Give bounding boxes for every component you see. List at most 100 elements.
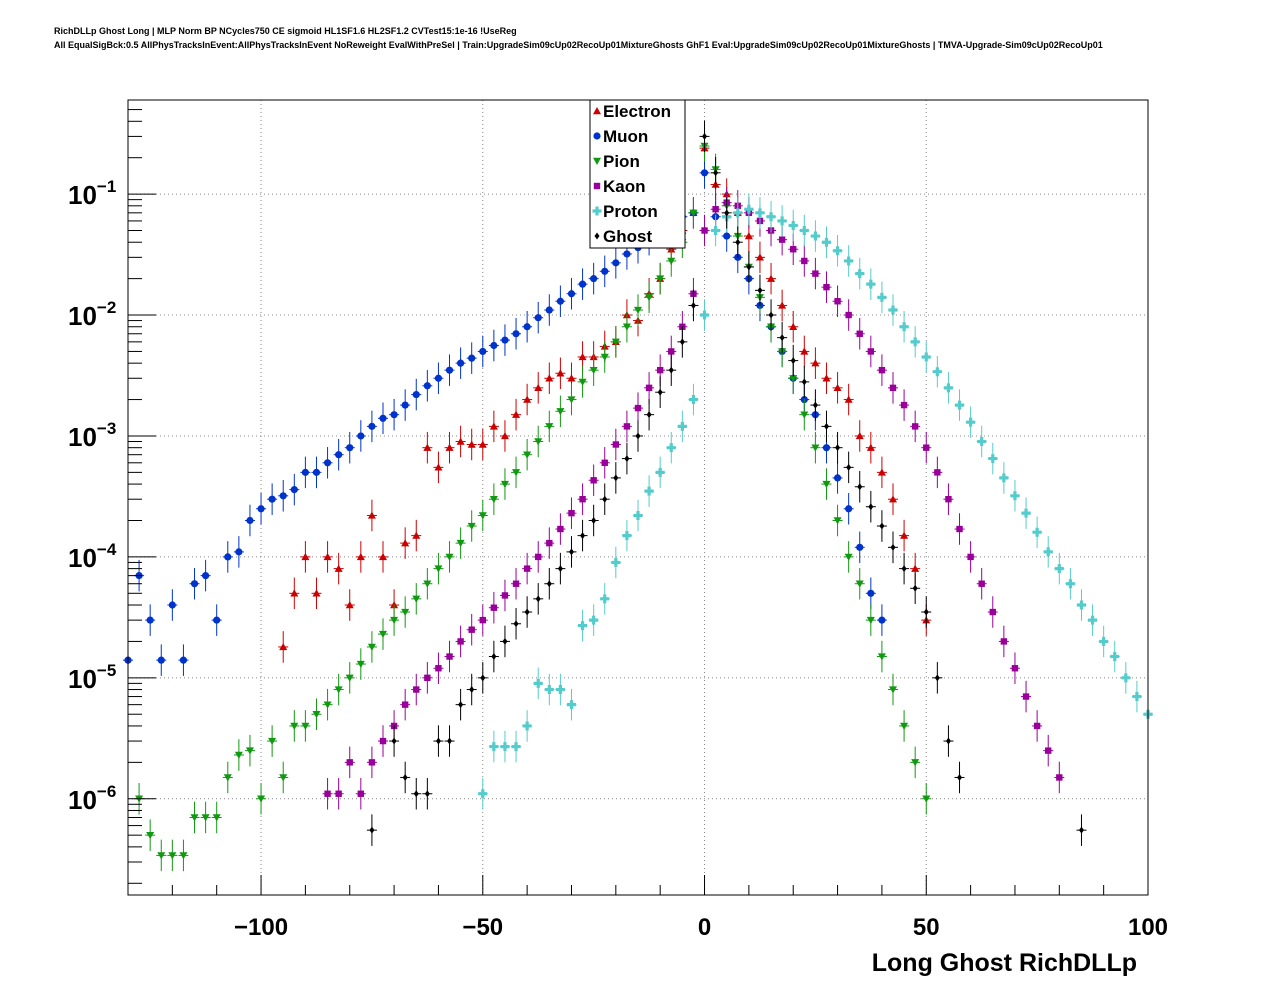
data-point (457, 638, 464, 645)
data-point (622, 531, 632, 541)
data-point (702, 132, 708, 140)
data-point (257, 795, 266, 803)
data-point (356, 552, 365, 561)
data-point (622, 323, 631, 331)
data-point (447, 737, 453, 745)
y-tick-label: 10−2 (68, 298, 116, 331)
data-point (512, 469, 521, 477)
data-point (866, 443, 875, 451)
data-point (788, 221, 798, 231)
data-point (412, 390, 420, 399)
data-point (479, 347, 487, 356)
y-tick-label: 10−4 (68, 540, 117, 573)
data-point (556, 297, 564, 305)
data-point (821, 237, 831, 247)
data-point (833, 246, 843, 256)
data-point (580, 532, 586, 540)
series-muon (123, 157, 887, 676)
data-point (1011, 665, 1019, 672)
data-point (412, 595, 421, 603)
data-point (346, 759, 353, 766)
data-point (445, 443, 454, 451)
data-point (345, 674, 354, 682)
data-point (888, 305, 898, 315)
data-point (790, 246, 797, 253)
legend-label: Kaon (603, 177, 646, 196)
data-point (523, 395, 532, 403)
data-point (966, 417, 976, 427)
data-point (590, 477, 597, 484)
data-point (657, 388, 663, 396)
data-point (866, 616, 875, 625)
data-point (779, 334, 785, 342)
data-point (224, 553, 232, 561)
x-tick-label: 50 (913, 914, 940, 941)
data-point (446, 653, 453, 660)
data-point (822, 374, 831, 382)
data-point (700, 310, 710, 320)
data-point (877, 653, 886, 661)
data-point (579, 495, 586, 503)
data-point (767, 274, 776, 282)
legend-marker (593, 107, 601, 115)
data-point (612, 259, 620, 267)
data-point (711, 226, 721, 236)
data-point (345, 601, 354, 609)
data-point (855, 431, 864, 440)
data-point (668, 366, 674, 374)
data-point (402, 773, 408, 781)
data-point (923, 608, 929, 616)
data-point (755, 253, 764, 261)
data-point (932, 367, 942, 377)
data-point (735, 238, 741, 246)
data-point (424, 674, 431, 682)
data-point (999, 473, 1009, 483)
legend-marker (592, 206, 602, 216)
data-point (534, 383, 543, 392)
y-tick-label: 10−6 (68, 782, 116, 815)
data-point (245, 747, 254, 755)
data-point (478, 789, 488, 799)
data-point (812, 401, 818, 409)
data-point (544, 685, 554, 695)
data-point (923, 444, 930, 451)
data-point (988, 454, 998, 464)
data-point (835, 444, 841, 452)
data-point (613, 474, 619, 482)
series-kaon (322, 186, 1065, 810)
data-point (478, 512, 487, 520)
data-point (800, 411, 809, 419)
data-point (390, 616, 399, 625)
y-tick-label: 10−5 (68, 661, 116, 694)
data-point (312, 711, 321, 719)
data-point (190, 580, 199, 588)
data-point (634, 306, 642, 315)
legend-box (589, 99, 686, 249)
data-point (512, 410, 521, 418)
data-point (445, 366, 454, 374)
data-point (279, 642, 288, 651)
data-point (1099, 636, 1109, 646)
data-point (666, 443, 676, 453)
data-point (867, 348, 875, 355)
chart-title-line-1: RichDLLp Ghost Long | MLP Norm BP NCycle… (54, 26, 517, 36)
data-point (390, 411, 398, 419)
legend-marker (593, 157, 601, 165)
data-point (645, 294, 654, 302)
data-point (1045, 747, 1052, 754)
data-point (723, 232, 731, 240)
data-point (146, 831, 155, 840)
data-point (511, 742, 521, 752)
data-point (1088, 615, 1098, 625)
data-point (523, 565, 531, 572)
data-point (168, 852, 177, 860)
data-point (401, 701, 409, 708)
data-point (712, 206, 719, 213)
data-point (1078, 826, 1084, 834)
chart-title-line-2: All EqualSigBck:0.5 AllPhysTracksInEvent… (54, 40, 1103, 50)
data-point (301, 552, 310, 561)
data-point (945, 495, 952, 503)
data-point (1076, 600, 1086, 610)
data-point (546, 539, 553, 547)
data-point (578, 378, 587, 386)
